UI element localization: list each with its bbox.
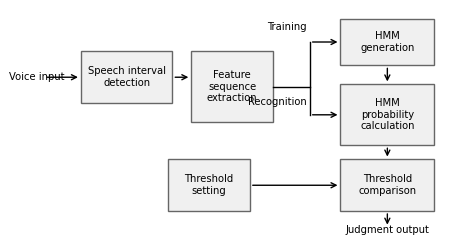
Bar — [340, 18, 434, 65]
Text: HMM
probability
calculation: HMM probability calculation — [360, 98, 415, 131]
Text: Training: Training — [267, 22, 307, 32]
Bar — [168, 159, 250, 211]
Bar — [191, 51, 273, 122]
Text: Recognition: Recognition — [248, 97, 307, 107]
Bar — [340, 84, 434, 145]
Text: Threshold
setting: Threshold setting — [184, 174, 233, 196]
Text: Speech interval
detection: Speech interval detection — [88, 66, 165, 88]
Text: Threshold
comparison: Threshold comparison — [358, 174, 417, 196]
Text: Feature
sequence
extraction: Feature sequence extraction — [207, 70, 257, 103]
Text: Judgment output: Judgment output — [346, 225, 429, 235]
Bar — [340, 159, 434, 211]
Text: HMM
generation: HMM generation — [360, 31, 415, 53]
Text: Voice input: Voice input — [9, 72, 64, 82]
Bar — [81, 51, 173, 103]
